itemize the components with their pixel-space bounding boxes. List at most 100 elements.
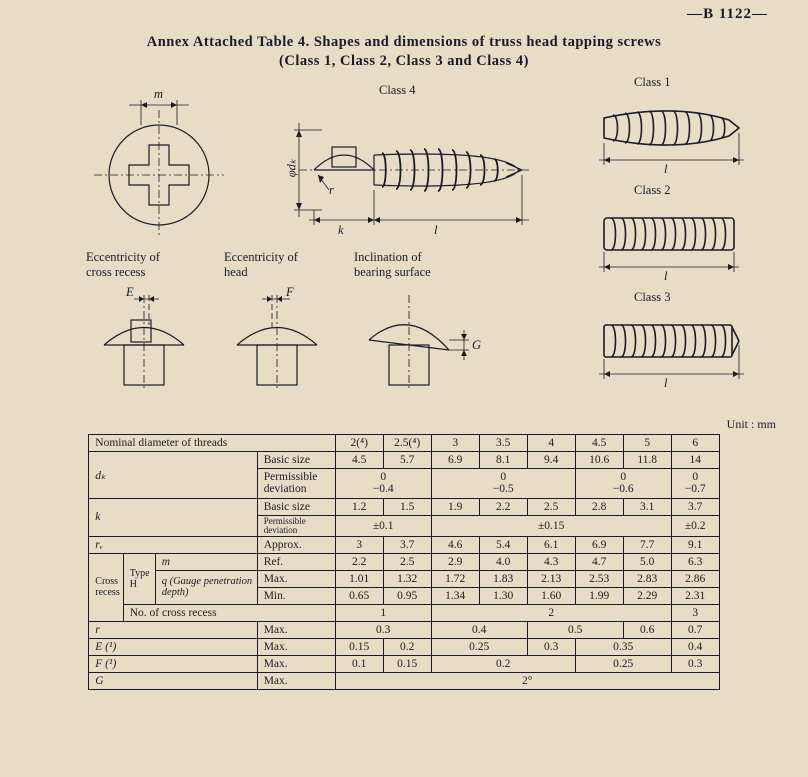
dk-b-c6: 10.6 [575, 451, 623, 468]
dim-l: l [434, 223, 437, 238]
label-class1: Class 1 [634, 75, 670, 90]
cell-m: m [155, 553, 257, 570]
dk-b-c3: 6.9 [431, 451, 479, 468]
row-q-max: q (Gauge penetration depth) Max. 1.011.3… [89, 570, 719, 587]
label-incl: Inclination of bearing surface [354, 250, 431, 280]
spec-table: Nominal diameter of threads 2(⁴) 2.5(⁴) … [88, 434, 719, 690]
cell-dk-basic-l: Basic size [257, 451, 335, 468]
dk-dev-g4: 0−0.7 [671, 468, 719, 498]
F-c1: 0.1 [335, 655, 383, 672]
row-no-recess: No. of cross recess 1 2 3 [89, 604, 719, 621]
label-class3: Class 3 [634, 290, 670, 305]
cell-rr: r [89, 621, 257, 638]
qmn-c6: 1.99 [575, 587, 623, 604]
E-g2: 0.25 [431, 638, 527, 655]
page-code: —B 1122— [0, 0, 808, 23]
rv-c1: 3 [335, 536, 383, 553]
cell-E: E (¹) [89, 638, 257, 655]
dim-l-c2: l [664, 269, 667, 284]
ecc-head-t: Eccentricity of [224, 250, 298, 264]
F-c2: 0.15 [383, 655, 431, 672]
unit-label: Unit : mm [0, 417, 808, 432]
cell-ref: Ref. [257, 553, 335, 570]
rv-c5: 6.1 [527, 536, 575, 553]
qmn-c2: 0.95 [383, 587, 431, 604]
ecc-head-b: head [224, 265, 248, 279]
dk-dev-g3: 0−0.6 [575, 468, 671, 498]
row-r-max: r Max. 0.3 0.4 0.5 0.6 0.7 [89, 621, 719, 638]
dk-b-c2: 5.7 [383, 451, 431, 468]
incl-b: bearing surface [354, 265, 431, 279]
dim-l-c3: l [664, 376, 667, 391]
diagram-inclination [354, 285, 484, 395]
col-c7: 5 [623, 434, 671, 451]
diagram-ecc-recess [89, 285, 199, 395]
col-c1: 2(⁴) [335, 434, 383, 451]
col-c6: 4.5 [575, 434, 623, 451]
dk-dev-g2: 0−0.5 [431, 468, 575, 498]
E-c1: 0.15 [335, 638, 383, 655]
row-rv: rᵥ Approx. 33.7 4.65.4 6.16.9 7.79.1 [89, 536, 719, 553]
cell-Fmax-l: Max. [257, 655, 335, 672]
cell-rv: rᵥ [89, 536, 257, 553]
title-line-1: Annex Attached Table 4. Shapes and dimen… [0, 33, 808, 52]
cell-Emax-l: Max. [257, 638, 335, 655]
dim-G: G [472, 338, 481, 353]
rmx-g3: 0.5 [527, 621, 623, 638]
rv-c3: 4.6 [431, 536, 479, 553]
F-c8: 0.3 [671, 655, 719, 672]
col-c5: 4 [527, 434, 575, 451]
cell-k: k [89, 498, 257, 536]
qmx-c4: 1.83 [479, 570, 527, 587]
qmx-c6: 2.53 [575, 570, 623, 587]
row-k-basic: k Basic size 1.2 1.5 1.9 2.2 2.5 2.8 3.1… [89, 498, 719, 515]
label-class2: Class 2 [634, 183, 670, 198]
nrec-g4: 3 [671, 604, 719, 621]
rmx-c8: 0.7 [671, 621, 719, 638]
rv-c2: 3.7 [383, 536, 431, 553]
dk-b-c5: 9.4 [527, 451, 575, 468]
qmn-c3: 1.34 [431, 587, 479, 604]
E-c2: 0.2 [383, 638, 431, 655]
G-all: 2° [335, 672, 719, 689]
dk-b-c4: 8.1 [479, 451, 527, 468]
nrec-g1: 1 [335, 604, 431, 621]
cell-k-dev-l: Permissible deviation [257, 515, 335, 536]
dim-l-c1: l [664, 162, 667, 177]
k-b-c7: 3.1 [623, 498, 671, 515]
rv-c8: 9.1 [671, 536, 719, 553]
dk-b-c7: 11.8 [623, 451, 671, 468]
cell-nominal: Nominal diameter of threads [89, 434, 335, 451]
cell-q: q (Gauge penetration depth) [155, 570, 257, 604]
E-g3: 0.35 [575, 638, 671, 655]
m-c4: 4.0 [479, 553, 527, 570]
dk-b-c1: 4.5 [335, 451, 383, 468]
col-c4: 3.5 [479, 434, 527, 451]
m-c5: 4.3 [527, 553, 575, 570]
label-ecc-head: Eccentricity of head [224, 250, 298, 280]
cell-cross: Cross recess [89, 553, 123, 621]
row-m-ref: Cross recess Type H m Ref. 2.22.5 2.94.0… [89, 553, 719, 570]
k-b-c1: 1.2 [335, 498, 383, 515]
k-b-c6: 2.8 [575, 498, 623, 515]
m-c7: 5.0 [623, 553, 671, 570]
k-dev-g2: ±0.15 [431, 515, 671, 536]
col-c2: 2.5(⁴) [383, 434, 431, 451]
row-E: E (¹) Max. 0.15 0.2 0.25 0.3 0.35 0.4 [89, 638, 719, 655]
cell-norec: No. of cross recess [123, 604, 335, 621]
qmx-c3: 1.72 [431, 570, 479, 587]
dim-r: r [329, 183, 334, 198]
qmn-c7: 2.29 [623, 587, 671, 604]
cell-rmax-l: Max. [257, 621, 335, 638]
rmx-g2: 0.4 [431, 621, 527, 638]
nrec-g2: 2 [431, 604, 671, 621]
dim-m: m [154, 87, 163, 102]
diagram-class4-screw [274, 95, 534, 245]
row-dk-basic: dₖ Basic size 4.5 5.7 6.9 8.1 9.4 10.6 1… [89, 451, 719, 468]
dim-F: F [286, 285, 294, 300]
ecc-recess-b: cross recess [86, 265, 145, 279]
k-b-c5: 2.5 [527, 498, 575, 515]
qmn-c8: 2.31 [671, 587, 719, 604]
m-c3: 2.9 [431, 553, 479, 570]
cell-k-basic-l: Basic size [257, 498, 335, 515]
